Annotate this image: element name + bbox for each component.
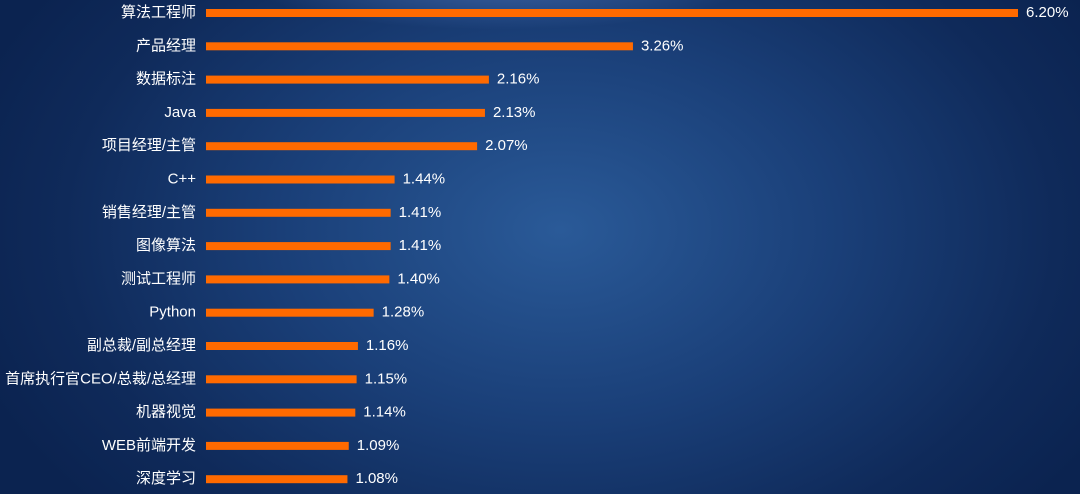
value-label: 1.14% (363, 404, 406, 421)
value-label: 1.08% (355, 470, 398, 487)
category-label: 项目经理/主管 (102, 137, 196, 154)
value-label: 1.40% (397, 270, 440, 287)
bars (206, 9, 1018, 484)
category-label: 销售经理/主管 (102, 204, 196, 221)
value-label: 1.44% (403, 170, 446, 187)
bar (206, 441, 349, 450)
value-label: 1.09% (357, 437, 400, 454)
bar (206, 9, 1018, 17)
value-label: 2.07% (485, 137, 528, 154)
value-label: 1.41% (399, 204, 442, 221)
value-label: 6.20% (1026, 4, 1069, 21)
value-label: 1.28% (382, 304, 425, 321)
value-label: 3.26% (641, 37, 684, 54)
value-label: 2.13% (493, 104, 536, 121)
category-label: 测试工程师 (121, 270, 196, 287)
category-label: C++ (168, 170, 197, 187)
category-label: 图像算法 (136, 236, 196, 254)
category-label: Python (149, 304, 196, 321)
bar (206, 375, 357, 384)
category-label: Java (164, 104, 196, 121)
category-label: 机器视觉 (136, 404, 196, 421)
value-labels: 6.20% 3.26% 2.16% 2.13% 2.07% 1.44% 1.41% 1.41%… (355, 4, 1068, 487)
category-label: 深度学习 (136, 470, 196, 487)
bar (206, 308, 374, 317)
bar (206, 42, 633, 51)
value-label: 1.16% (366, 337, 409, 354)
bar (206, 275, 390, 284)
value-label: 1.15% (365, 370, 408, 387)
category-label: 产品经理 (136, 37, 196, 54)
bar (206, 408, 356, 417)
bar (206, 75, 489, 84)
bar (206, 142, 478, 151)
category-label: 首席执行官CEO/总裁/总经理 (5, 370, 196, 387)
bar (206, 342, 358, 350)
category-label: WEB前端开发 (102, 437, 196, 454)
bar (206, 175, 395, 184)
value-label: 2.16% (497, 71, 540, 88)
bar (206, 242, 391, 251)
bar (206, 208, 391, 217)
category-label: 数据标注 (136, 71, 196, 88)
value-label: 1.41% (399, 237, 442, 254)
bar (206, 475, 348, 484)
bar (206, 108, 485, 117)
category-label: 副总裁/副总经理 (87, 337, 196, 354)
category-label: 算法工程师 (121, 3, 196, 21)
